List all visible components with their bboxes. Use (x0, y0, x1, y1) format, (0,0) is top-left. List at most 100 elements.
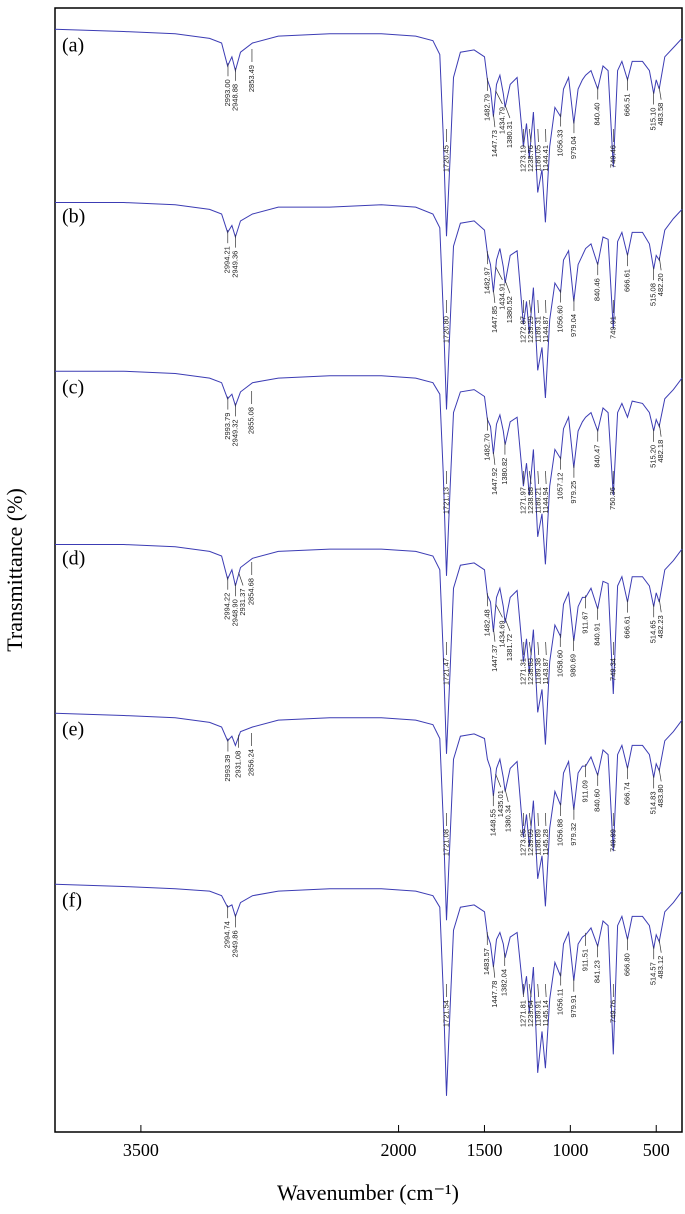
peak-label: 1482.48 (482, 609, 491, 636)
peak-marker (537, 128, 539, 143)
peak-label: 1380.31 (505, 121, 514, 148)
peak-label: 749.91 (608, 316, 617, 339)
peak-label: 1721.08 (441, 829, 450, 856)
peak-label: 749.99 (608, 829, 617, 852)
peak-label: 911.67 (581, 611, 590, 633)
plot-frame (54, 7, 683, 1133)
peak-label: 482.20 (656, 273, 665, 296)
peak-label: 1721.47 (441, 658, 450, 685)
peak-label: 1434.91 (497, 283, 506, 310)
spectrum-line (54, 712, 683, 921)
peak-marker (495, 90, 503, 105)
peak-marker (493, 628, 496, 642)
peak-label: 1239.29 (526, 316, 535, 343)
peak-label: 1145.14 (541, 1000, 550, 1027)
series-label: (a) (62, 35, 84, 57)
peak-label: 1143.87 (541, 658, 550, 685)
x-tick-label: 1000 (552, 1140, 588, 1160)
peak-label: 2931.37 (238, 588, 247, 615)
peak-marker (495, 773, 502, 788)
peak-label: 666.61 (623, 616, 632, 639)
peak-label: 840.91 (593, 623, 602, 646)
peak-marker (493, 964, 496, 978)
peak-label: 979.25 (569, 481, 578, 504)
peak-label: 666.80 (623, 953, 632, 976)
peak-label: 1239.64 (526, 1000, 535, 1027)
peak-label: 1238.83 (526, 658, 535, 685)
peak-label: 1239.09 (526, 829, 535, 856)
peak-label: 911.51 (581, 949, 590, 971)
peak-marker (528, 470, 532, 485)
peak-marker (545, 812, 547, 827)
peak-marker (238, 572, 244, 586)
peak-marker (493, 451, 496, 465)
peak-label: 2949.36 (230, 251, 239, 278)
peak-label: 666.61 (623, 269, 632, 292)
peak-label: 2994.22 (223, 593, 232, 620)
spectrum-line (54, 28, 683, 237)
peak-label: 749.34 (608, 658, 617, 681)
peak-label: 1238.88 (526, 487, 535, 514)
peak-label: 1721.54 (441, 1000, 450, 1027)
series-label: (c) (62, 377, 84, 399)
peak-marker (537, 641, 540, 656)
peak-label: 979.91 (569, 995, 578, 1018)
spectrum-line (55, 202, 683, 410)
peak-label: 2949.32 (230, 419, 239, 446)
peak-label: 483.12 (656, 956, 665, 979)
peak-label: 2931.08 (234, 751, 243, 778)
peak-label: 666.74 (623, 782, 632, 805)
peak-label: 840.46 (593, 278, 602, 301)
peak-label: 1720.45 (442, 145, 451, 172)
peak-label: 1271.31 (519, 658, 528, 685)
peak-label: 1189.91 (534, 1000, 543, 1027)
peak-label: 1188.89 (533, 829, 542, 856)
peak-label: 979.04 (569, 136, 578, 159)
peak-label: 840.47 (593, 445, 602, 468)
peak-label: 1238.76 (526, 145, 535, 172)
peak-label: 840.40 (593, 103, 602, 126)
peak-marker (658, 599, 662, 613)
peak-label: 1434.69 (497, 620, 506, 647)
x-axis-label: Wavenumber (cm⁻¹) (277, 1180, 459, 1205)
peak-label: 1447.73 (490, 130, 499, 157)
peak-label: 1189.31 (533, 316, 542, 343)
peak-marker (528, 812, 532, 827)
peak-label: 980.69 (569, 654, 578, 677)
peak-marker (658, 86, 662, 100)
peak-label: 2949.86 (230, 930, 239, 957)
peak-marker (537, 812, 539, 827)
peak-label: 841.23 (593, 960, 602, 983)
peak-label: 1381.72 (505, 634, 514, 661)
peak-label: 1435.01 (496, 790, 505, 817)
peak-marker (537, 299, 539, 314)
peak-label: 1144.87 (541, 316, 550, 343)
peak-label: 2994.21 (223, 246, 232, 273)
series-label: (b) (62, 206, 85, 228)
peak-marker (545, 299, 547, 314)
peak-marker (545, 983, 547, 998)
peak-label: 979.04 (569, 314, 578, 337)
peak-label: 2856.24 (246, 749, 255, 776)
peak-label: 514.83 (649, 791, 658, 814)
peak-label: 1056.11 (556, 989, 565, 1016)
peak-marker (658, 423, 662, 437)
peak-label: 1380.82 (500, 458, 509, 485)
x-tick-label: 1500 (466, 1140, 502, 1160)
peak-marker (495, 604, 503, 618)
peak-marker (528, 641, 532, 656)
peak-marker (504, 280, 511, 294)
peak-label: 2855.08 (247, 407, 256, 434)
peak-marker (545, 641, 547, 656)
peak-label: 1145.28 (541, 829, 550, 856)
x-tick-label: 2000 (381, 1140, 417, 1160)
peak-label: 1483.57 (482, 948, 491, 975)
y-axis-label: Transmittance (%) (2, 488, 27, 652)
peak-label: 666.51 (623, 93, 632, 116)
peak-label: 483.58 (656, 103, 665, 126)
peak-label: 749.76 (608, 1000, 617, 1023)
peak-label: 1447.92 (490, 468, 499, 495)
peak-label: 1271.81 (519, 1000, 528, 1027)
peak-marker (537, 470, 539, 485)
